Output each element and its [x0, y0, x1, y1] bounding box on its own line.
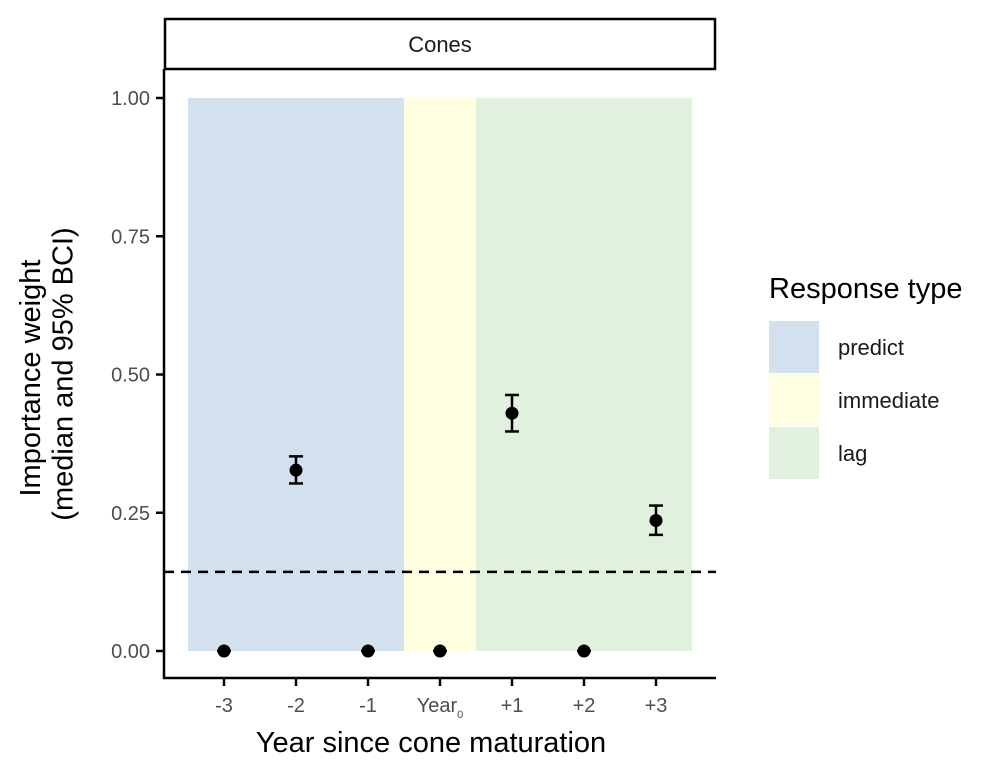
y-tick-label: 0.75: [111, 226, 150, 248]
data-point-group: [577, 644, 591, 658]
data-point: [649, 513, 663, 527]
data-point-group: [217, 644, 231, 658]
y-tick-label: 0.50: [111, 365, 150, 387]
legend-key-immediate: [769, 374, 819, 426]
facet-strip: [163, 17, 717, 71]
y-axis-title-line-2: (median and 95% BCI): [48, 227, 80, 520]
data-points: [217, 393, 663, 658]
x-tick-label: Year0: [417, 695, 464, 721]
x-tick-label: -1: [359, 695, 377, 717]
data-point: [505, 406, 519, 420]
shaded-regions: [188, 98, 692, 651]
legend-key-predict: [769, 321, 819, 373]
legend-title: Response type: [769, 273, 962, 305]
data-point-group: [289, 455, 303, 485]
data-point: [361, 644, 375, 658]
y-axis-title-line-1: Importance weight: [15, 260, 47, 497]
data-point-group: [505, 393, 519, 433]
x-axis-ticks: -3 -2 -1 Year0 +1 +2 +3: [215, 678, 667, 721]
y-axis-ticks: 0.00 0.25 0.50 0.75 1.00: [111, 88, 164, 663]
facet-strip-title: Cones: [408, 32, 472, 57]
x-axis-title: Year since cone maturation: [256, 727, 606, 759]
y-tick-label: 0.25: [111, 503, 150, 525]
region-predict: [188, 98, 404, 651]
data-point: [217, 644, 231, 658]
x-tick-label: -3: [215, 695, 233, 717]
data-point-group: [649, 504, 663, 537]
legend-items: predict immediate lag: [769, 321, 939, 479]
y-tick-label: 1.00: [111, 88, 150, 110]
region-immediate: [404, 98, 476, 651]
legend-label-lag: lag: [838, 441, 867, 466]
x-tick-label: +3: [645, 695, 668, 717]
x-tick-label: +1: [501, 695, 524, 717]
data-point-group: [361, 644, 375, 658]
data-point: [433, 644, 447, 658]
legend-label-immediate: immediate: [838, 388, 939, 413]
legend-label-predict: predict: [838, 335, 904, 360]
y-axis-title: Importance weight (median and 95% BCI): [15, 227, 79, 520]
data-point: [289, 463, 303, 477]
x-tick-label: +2: [573, 695, 596, 717]
data-point-group: [433, 644, 447, 658]
legend: Response type predict immediate lag: [769, 273, 962, 479]
legend-key-lag: [769, 427, 819, 479]
region-lag: [476, 98, 692, 651]
x-tick-label: -2: [287, 695, 305, 717]
data-point: [577, 644, 591, 658]
y-tick-label: 0.00: [111, 641, 150, 663]
